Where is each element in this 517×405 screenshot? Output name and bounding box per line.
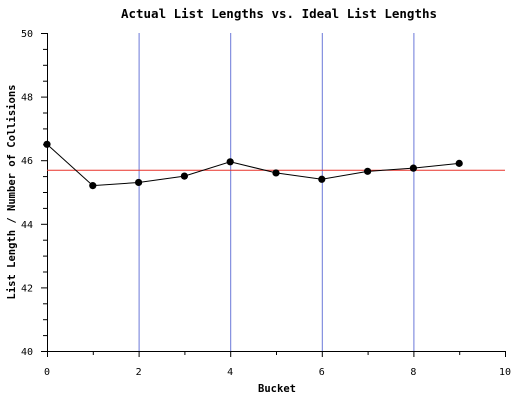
y-tick-label: 44 [21,220,33,231]
data-point [43,140,51,148]
data-point [409,164,417,172]
y-tick-label: 42 [21,283,33,294]
y-tick-label: 48 [21,93,33,104]
axes-layer [47,33,505,352]
data-point [135,178,143,187]
y-tick-label: 40 [21,347,33,358]
data-point [272,169,280,177]
data-point [180,172,188,180]
actual-list-length-line [46,143,460,187]
chart-title: Actual List Lengths vs. Ideal List Lengt… [121,6,437,21]
series-layer [43,140,505,190]
x-tick-label: 10 [499,367,511,378]
x-tick-label: 6 [319,367,325,378]
x-tick-label: 8 [410,367,416,378]
y-tick-label: 46 [21,156,33,167]
x-tick-label: 4 [227,367,233,378]
data-point [364,167,372,175]
y-tick-label: 50 [21,29,33,40]
data-point [318,175,326,183]
grid-layer [138,33,415,351]
data-point [455,159,463,167]
y-axis-label: List Length / Number of Collisions [6,85,18,300]
x-axis-label: Bucket [258,383,296,395]
data-point [89,182,97,190]
x-tick-label: 2 [136,367,142,378]
data-point [226,158,234,166]
x-tick-label: 0 [44,367,50,378]
